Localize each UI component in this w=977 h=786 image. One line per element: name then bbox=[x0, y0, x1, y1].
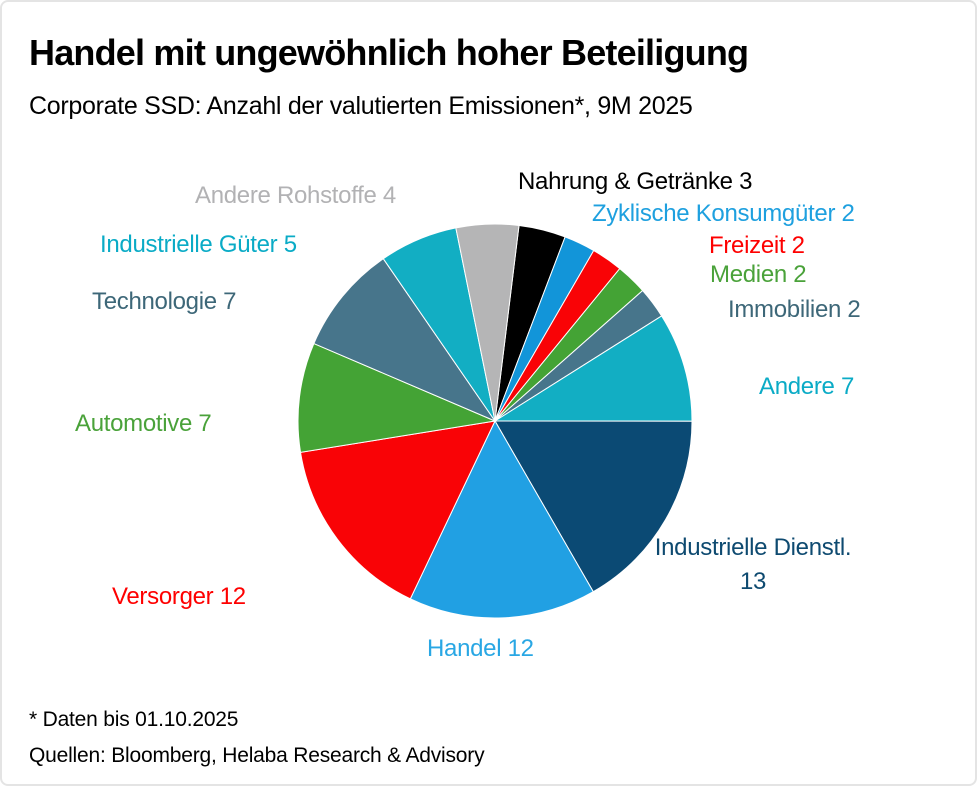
pie-slice-10 bbox=[313, 258, 497, 423]
pie-label-automotive: Automotive 7 bbox=[75, 410, 212, 437]
pie-label-andere: Andere 7 bbox=[759, 373, 855, 400]
pie-label-zyklische-konsumgueter: Zyklische Konsumgüter 2 bbox=[592, 200, 855, 227]
chart-subtitle: Corporate SSD: Anzahl der valutierten Em… bbox=[29, 92, 693, 120]
pie-slice-9 bbox=[297, 342, 497, 453]
pie-label-industrielle-gueter: Industrielle Güter 5 bbox=[100, 231, 297, 258]
pie-label-andere-rohstoffe: Andere Rohstoffe 4 bbox=[195, 182, 396, 209]
pie-slice-7 bbox=[409, 419, 594, 619]
pie-slice-6 bbox=[494, 420, 693, 593]
pie-label-freizeit: Freizeit 2 bbox=[709, 232, 805, 259]
chart-title: Handel mit ungewöhnlich hoher Beteiligun… bbox=[29, 32, 749, 73]
chart-footer: * Daten bis 01.10.2025 Quellen: Bloomber… bbox=[29, 702, 485, 774]
pie-label-technologie: Technologie 7 bbox=[92, 288, 237, 315]
pie-label-industrielle-dienstl: Industrielle Dienstl. 13 bbox=[654, 534, 852, 595]
pie-label-handel: Handel 12 bbox=[427, 635, 534, 662]
pie-label-nahrung-getraenke: Nahrung & Getränke 3 bbox=[518, 168, 753, 195]
footnote: * Daten bis 01.10.2025 bbox=[29, 708, 239, 731]
pie-chart bbox=[297, 223, 693, 619]
pie-slice-12 bbox=[455, 223, 520, 422]
pie-slice-8 bbox=[299, 420, 496, 600]
pie-label-immobilien: Immobilien 2 bbox=[728, 296, 861, 323]
pie-label-medien: Medien 2 bbox=[710, 261, 807, 288]
pie-label-versorger: Versorger 12 bbox=[112, 583, 246, 610]
source-line: Quellen: Bloomberg, Helaba Research & Ad… bbox=[29, 744, 485, 767]
pie-slice-5 bbox=[493, 315, 693, 422]
